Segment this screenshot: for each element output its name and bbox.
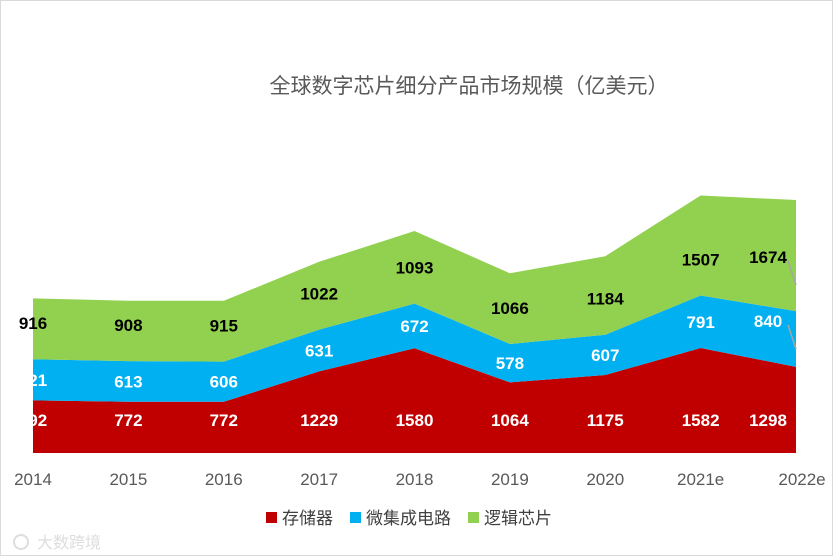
legend-swatch [266,512,277,523]
data-label: 791 [686,313,714,332]
data-label: 1298 [749,411,787,430]
data-label: 1580 [396,411,434,430]
legend-swatch [468,512,479,523]
data-label: 672 [400,317,428,336]
area-2 [33,295,796,402]
legend: 存储器 微集成电路 逻辑芯片 [266,509,552,529]
data-label: 1507 [682,251,720,270]
x-tick-label: 2015 [109,470,147,489]
x-tick-label: 2022e [778,470,825,489]
data-label: 916 [19,314,47,333]
data-label: 631 [305,342,333,361]
leader-line [787,324,797,350]
legend-swatch [350,512,361,523]
data-label: 1093 [396,259,434,278]
area-series-group [33,195,796,453]
x-tick-label: 2021e [677,470,724,489]
x-axis-ticks: 2014 2015 2016 2017 2018 2019 2020 2021e 2022e [14,470,826,489]
data-label: 1229 [300,411,338,430]
data-label: 606 [210,373,238,392]
data-label: 772 [210,411,238,430]
x-tick-label: 2020 [586,470,624,489]
data-label: 1066 [491,299,529,318]
data-label: 840 [754,312,782,331]
data-label: 607 [591,346,619,365]
data-label: 1064 [491,411,529,430]
x-tick-label: 2019 [491,470,529,489]
watermark: 大数跨境 [13,533,101,552]
x-tick-label: 2018 [396,470,434,489]
watermark-logo-icon [13,534,29,550]
data-label: 772 [114,411,142,430]
leader-lines [787,260,797,350]
data-label: 1184 [587,290,624,309]
leader-line [787,260,797,286]
data-label: 578 [496,354,524,373]
data-label: 621 [19,371,47,390]
x-tick-label: 2016 [205,470,243,489]
data-label: 792 [19,411,47,430]
x-tick-label: 2017 [300,470,338,489]
legend-label: 逻辑芯片 [484,509,552,529]
legend-label: 微集成电路 [366,509,451,529]
value-labels: 792 772 772 1229 1580 1064 1175 1582 1298 621 613 6… [19,248,788,430]
chart-title: 全球数字芯片细分产品市场规模（亿美元） [270,74,669,98]
data-label: 1582 [682,411,720,430]
data-label: 1674 [749,248,787,267]
data-label: 908 [114,316,142,335]
legend-label: 存储器 [282,509,333,529]
area-3 [33,195,796,362]
data-label: 915 [210,317,238,336]
data-label: 1175 [587,411,624,430]
data-label: 1022 [300,285,338,304]
data-label: 613 [114,372,142,391]
area-1 [33,348,796,453]
x-tick-label: 2014 [14,470,52,489]
watermark-text: 大数跨境 [37,533,101,552]
